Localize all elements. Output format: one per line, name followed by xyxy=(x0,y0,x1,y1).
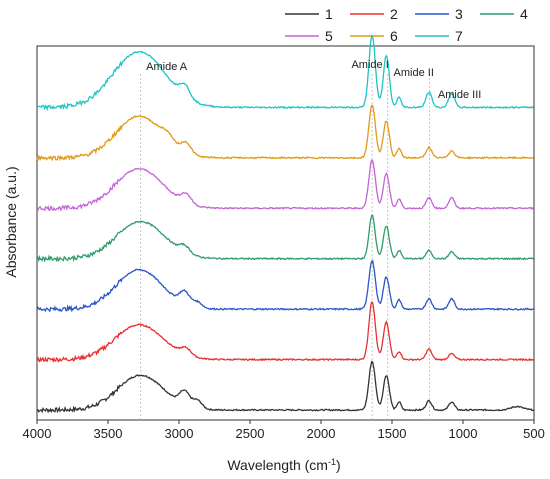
x-tick-label: 2500 xyxy=(236,426,265,441)
series-line-1 xyxy=(36,360,535,414)
legend-label-2: 2 xyxy=(390,6,398,22)
x-axis-ticks: 4000 3500 3000 2500 2000 1500 1000 500 xyxy=(23,420,545,441)
plot-frame xyxy=(36,45,535,421)
series-line-4 xyxy=(36,214,534,263)
x-tick-label: 3500 xyxy=(94,426,123,441)
legend-label-6: 6 xyxy=(390,28,398,44)
x-axis-label-close: ) xyxy=(336,457,341,473)
series-line-3 xyxy=(36,260,534,313)
legend: 1 2 3 4 5 6 7 xyxy=(285,6,528,44)
legend-label-5: 5 xyxy=(325,28,333,44)
x-axis-label-main: Wavelength (cm xyxy=(227,457,328,473)
legend-label-7: 7 xyxy=(455,28,463,44)
x-tick-label: 4000 xyxy=(23,426,52,441)
legend-label-3: 3 xyxy=(455,6,463,22)
annotation-lines xyxy=(140,74,431,420)
series-group xyxy=(36,34,535,414)
annotation-label: Amide A xyxy=(146,61,188,73)
series-line-7 xyxy=(36,34,535,112)
x-tick-label: 1500 xyxy=(378,426,407,441)
x-tick-label: 2000 xyxy=(307,426,336,441)
series-line-2 xyxy=(37,300,534,364)
series-line-5 xyxy=(36,159,534,212)
annotation-labels: Amide A Amide I Amide II Amide III xyxy=(146,59,481,101)
y-axis-label: Absorbance (a.u.) xyxy=(3,166,19,277)
series-line-6 xyxy=(36,104,535,162)
annotation-label: Amide III xyxy=(438,89,481,101)
x-tick-label: 1000 xyxy=(449,426,478,441)
annotation-label: Amide I xyxy=(351,59,388,71)
x-tick-label: 3000 xyxy=(165,426,194,441)
annotation-label: Amide II xyxy=(394,67,434,79)
legend-label-1: 1 xyxy=(325,6,333,22)
x-tick-label: 500 xyxy=(523,426,545,441)
legend-label-4: 4 xyxy=(520,6,528,22)
x-axis-label-sup: -1 xyxy=(328,457,336,467)
x-axis-label: Wavelength (cm-1) xyxy=(227,457,340,473)
